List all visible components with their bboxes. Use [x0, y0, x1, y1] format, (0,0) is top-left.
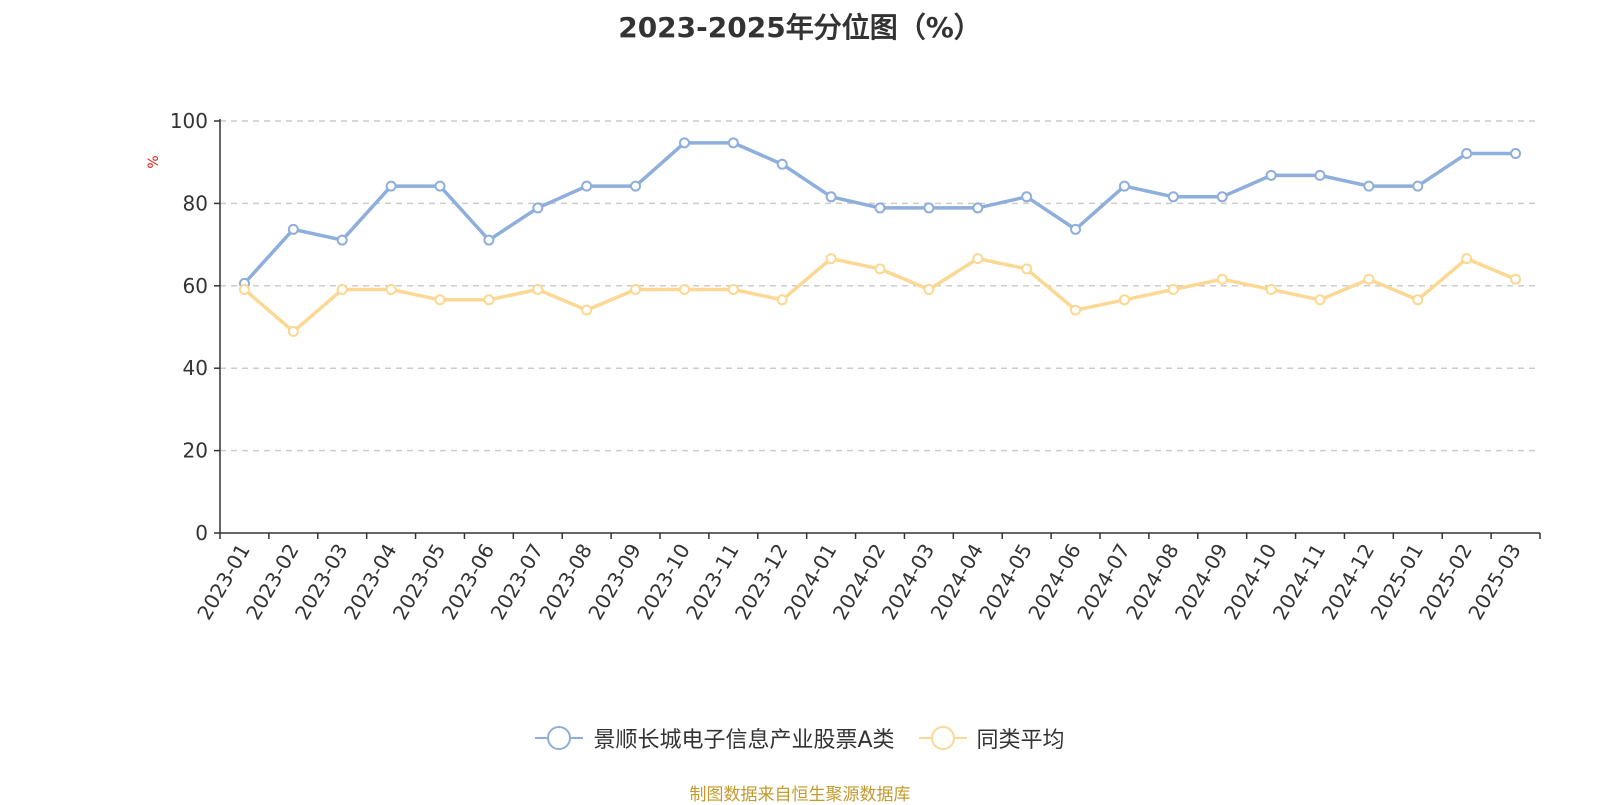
series-2-point-2024-04 [972, 253, 984, 265]
series-2-point-2023-02 [287, 326, 299, 338]
series-2-point-2025-01 [1412, 294, 1424, 306]
series-2-point-2024-11 [1314, 294, 1326, 306]
grid-lines [220, 120, 1540, 452]
legend-marker-series-2 [918, 726, 967, 750]
series-1-point-2025-03 [1510, 148, 1522, 160]
series-2-point-2023-06 [483, 294, 495, 306]
series-1-point-2023-04 [385, 180, 397, 192]
series-1-point-2024-06 [1070, 223, 1082, 235]
series-2-point-2024-12 [1363, 273, 1375, 285]
series-2-point-2023-10 [678, 284, 690, 296]
series-2-point-2025-03 [1510, 273, 1522, 285]
series-1-point-2024-12 [1363, 180, 1375, 192]
series-1-point-2024-09 [1216, 191, 1228, 203]
series-2-point-2024-10 [1265, 284, 1277, 296]
series-2-point-2024-09 [1216, 273, 1228, 285]
series-1-point-2024-04 [972, 202, 984, 214]
series-2-point-2023-03 [336, 284, 348, 296]
y-tick-label-0: 0 [195, 521, 208, 545]
legend: 景顺长城电子信息产业股票A类 同类平均 [0, 722, 1600, 754]
axes: 0204060801002023-012023-022023-032023-04… [170, 109, 1541, 624]
y-tick-label-20: 20 [183, 439, 208, 463]
source-note: 制图数据来自恒生聚源数据库 [689, 785, 911, 805]
series-1-point-2023-02 [287, 223, 299, 235]
series-1-point-2024-02 [874, 202, 886, 214]
series-1-point-2023-03 [336, 234, 348, 246]
series-2-point-2024-06 [1070, 304, 1082, 316]
series-2-point-2024-05 [1021, 263, 1033, 275]
chart-title: 2023-2025年分位图（%） [618, 11, 982, 44]
series-1-point-2023-09 [630, 180, 642, 192]
series-2-point-2023-05 [434, 294, 446, 306]
series-1-point-2024-11 [1314, 169, 1326, 181]
series-2-point-2024-01 [825, 253, 837, 265]
legend-item-series-1[interactable]: 景顺长城电子信息产业股票A类 [535, 722, 895, 754]
legend-label-series-2: 同类平均 [976, 728, 1065, 753]
series-1-point-2024-07 [1118, 180, 1130, 192]
series-1-point-2023-06 [483, 234, 495, 246]
series-2-point-2025-02 [1461, 253, 1473, 265]
y-tick-label-60: 60 [183, 274, 208, 298]
series-2-point-2023-11 [727, 284, 739, 296]
series-2-point-2023-12 [776, 294, 788, 306]
series-2-point-2023-01 [238, 284, 250, 296]
y-tick-label-100: 100 [170, 109, 208, 133]
series-2-point-2023-08 [581, 304, 593, 316]
series-2-point-2024-03 [923, 284, 935, 296]
series-1-point-2023-07 [532, 202, 544, 214]
series [238, 137, 1522, 338]
series-1-point-2025-01 [1412, 180, 1424, 192]
series-1 [238, 137, 1522, 289]
series-1-point-2024-08 [1167, 191, 1179, 203]
series-2-point-2023-09 [630, 284, 642, 296]
series-1-point-2024-10 [1265, 169, 1277, 181]
series-2-point-2024-08 [1167, 284, 1179, 296]
series-1-point-2023-08 [581, 180, 593, 192]
series-1-point-2025-02 [1461, 148, 1473, 160]
series-2-point-2023-07 [532, 284, 544, 296]
legend-label-series-1: 景顺长城电子信息产业股票A类 [593, 728, 895, 753]
series-1-point-2023-10 [678, 137, 690, 149]
series-1-point-2023-05 [434, 180, 446, 192]
legend-marker-series-1 [535, 726, 584, 750]
series-1-point-2024-03 [923, 202, 935, 214]
series-1-point-2023-12 [776, 158, 788, 170]
y-tick-label-40: 40 [183, 356, 208, 380]
y-tick-label-80: 80 [183, 191, 208, 215]
series-2-point-2023-04 [385, 284, 397, 296]
series-2 [238, 253, 1522, 338]
series-1-point-2024-01 [825, 191, 837, 203]
series-2-point-2024-02 [874, 263, 886, 275]
legend-item-series-2[interactable]: 同类平均 [918, 722, 1065, 754]
series-1-point-2024-05 [1021, 191, 1033, 203]
y-axis-label: % [146, 155, 162, 168]
series-2-point-2024-07 [1118, 294, 1130, 306]
series-1-point-2023-11 [727, 137, 739, 149]
